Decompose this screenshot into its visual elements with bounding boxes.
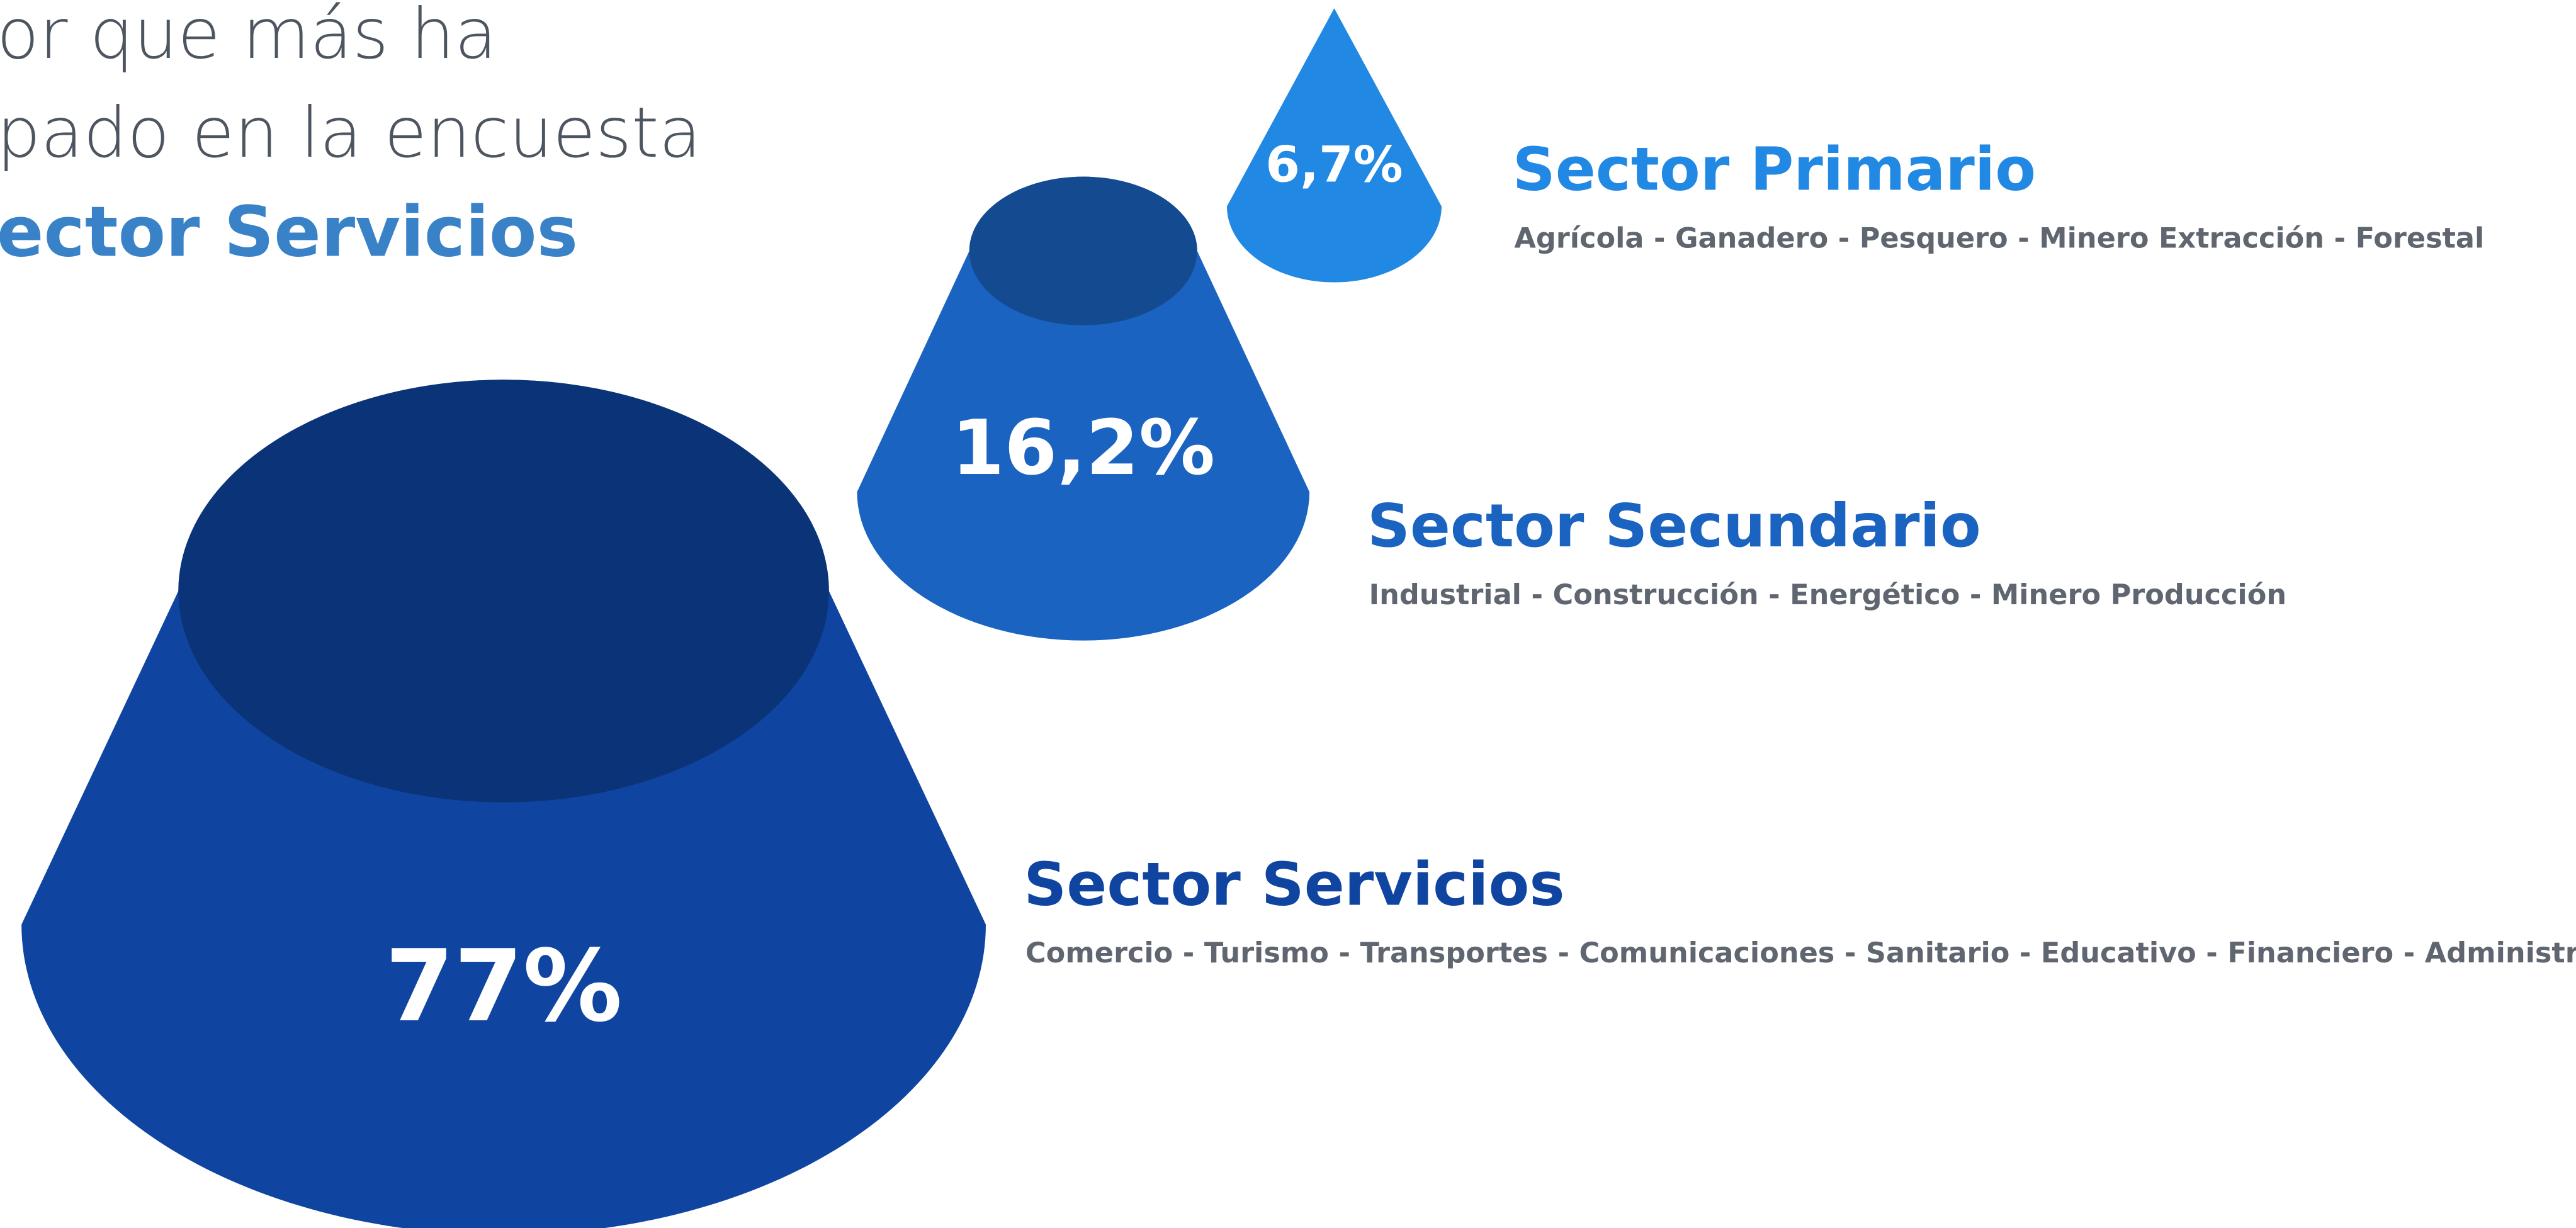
value-label: 6,7% — [1265, 136, 1403, 194]
header-line: or que más ha — [0, 0, 497, 74]
sector-description: Industrial - Construcción - Energético -… — [1369, 578, 2287, 611]
header-line: ector Servicios — [0, 192, 578, 273]
sector-title: Sector Primario — [1513, 135, 2036, 205]
value-label: 16,2% — [951, 404, 1215, 492]
cone — [1226, 8, 1442, 283]
sector-title: Sector Servicios — [1024, 850, 1564, 919]
cone-top — [178, 380, 829, 803]
sector-description: Agrícola - Ganadero - Pesquero - Minero … — [1514, 222, 2484, 254]
cone — [857, 176, 1310, 641]
sector-description: Comercio - Turismo - Transportes - Comun… — [1025, 937, 2576, 969]
value-label: 77% — [385, 929, 623, 1044]
sector-title: Sector Secundario — [1367, 492, 1981, 561]
header-line: pado en la encuesta — [0, 93, 701, 173]
cone-top — [969, 176, 1197, 325]
